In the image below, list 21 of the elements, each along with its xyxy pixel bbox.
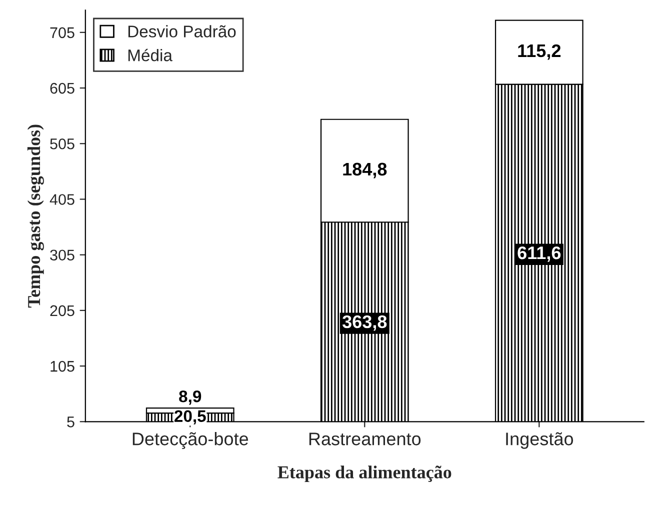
data-label: 8,9 <box>179 390 202 405</box>
data-label: 115,2 <box>518 44 561 60</box>
y-axis-title: Tempo gasto (segundos) <box>27 124 44 308</box>
y-tick-label: 5 <box>67 416 74 428</box>
data-label: 611,6 <box>518 246 561 262</box>
y-tick-label: 305 <box>50 250 74 261</box>
y-tick-label: 705 <box>50 27 74 38</box>
y-tick-label: 405 <box>50 194 74 205</box>
legend-label: Média <box>128 48 172 62</box>
x-tick-label: Rastreamento <box>309 432 421 446</box>
x-axis-title: Etapas da alimentação <box>278 466 452 482</box>
x-tick-label: Detecção-bote <box>132 432 248 449</box>
y-tick-label: 205 <box>50 305 74 316</box>
data-label: 363,8 <box>342 315 387 331</box>
x-tick-label: Ingestão <box>506 432 574 449</box>
legend-label: Desvio Padrão <box>128 25 236 38</box>
y-tick-label: 505 <box>50 138 74 150</box>
data-label: 20,5 <box>174 410 206 424</box>
y-tick-label: 105 <box>50 360 74 372</box>
data-label: 184,8 <box>343 162 387 178</box>
y-tick-label: 605 <box>50 82 74 94</box>
